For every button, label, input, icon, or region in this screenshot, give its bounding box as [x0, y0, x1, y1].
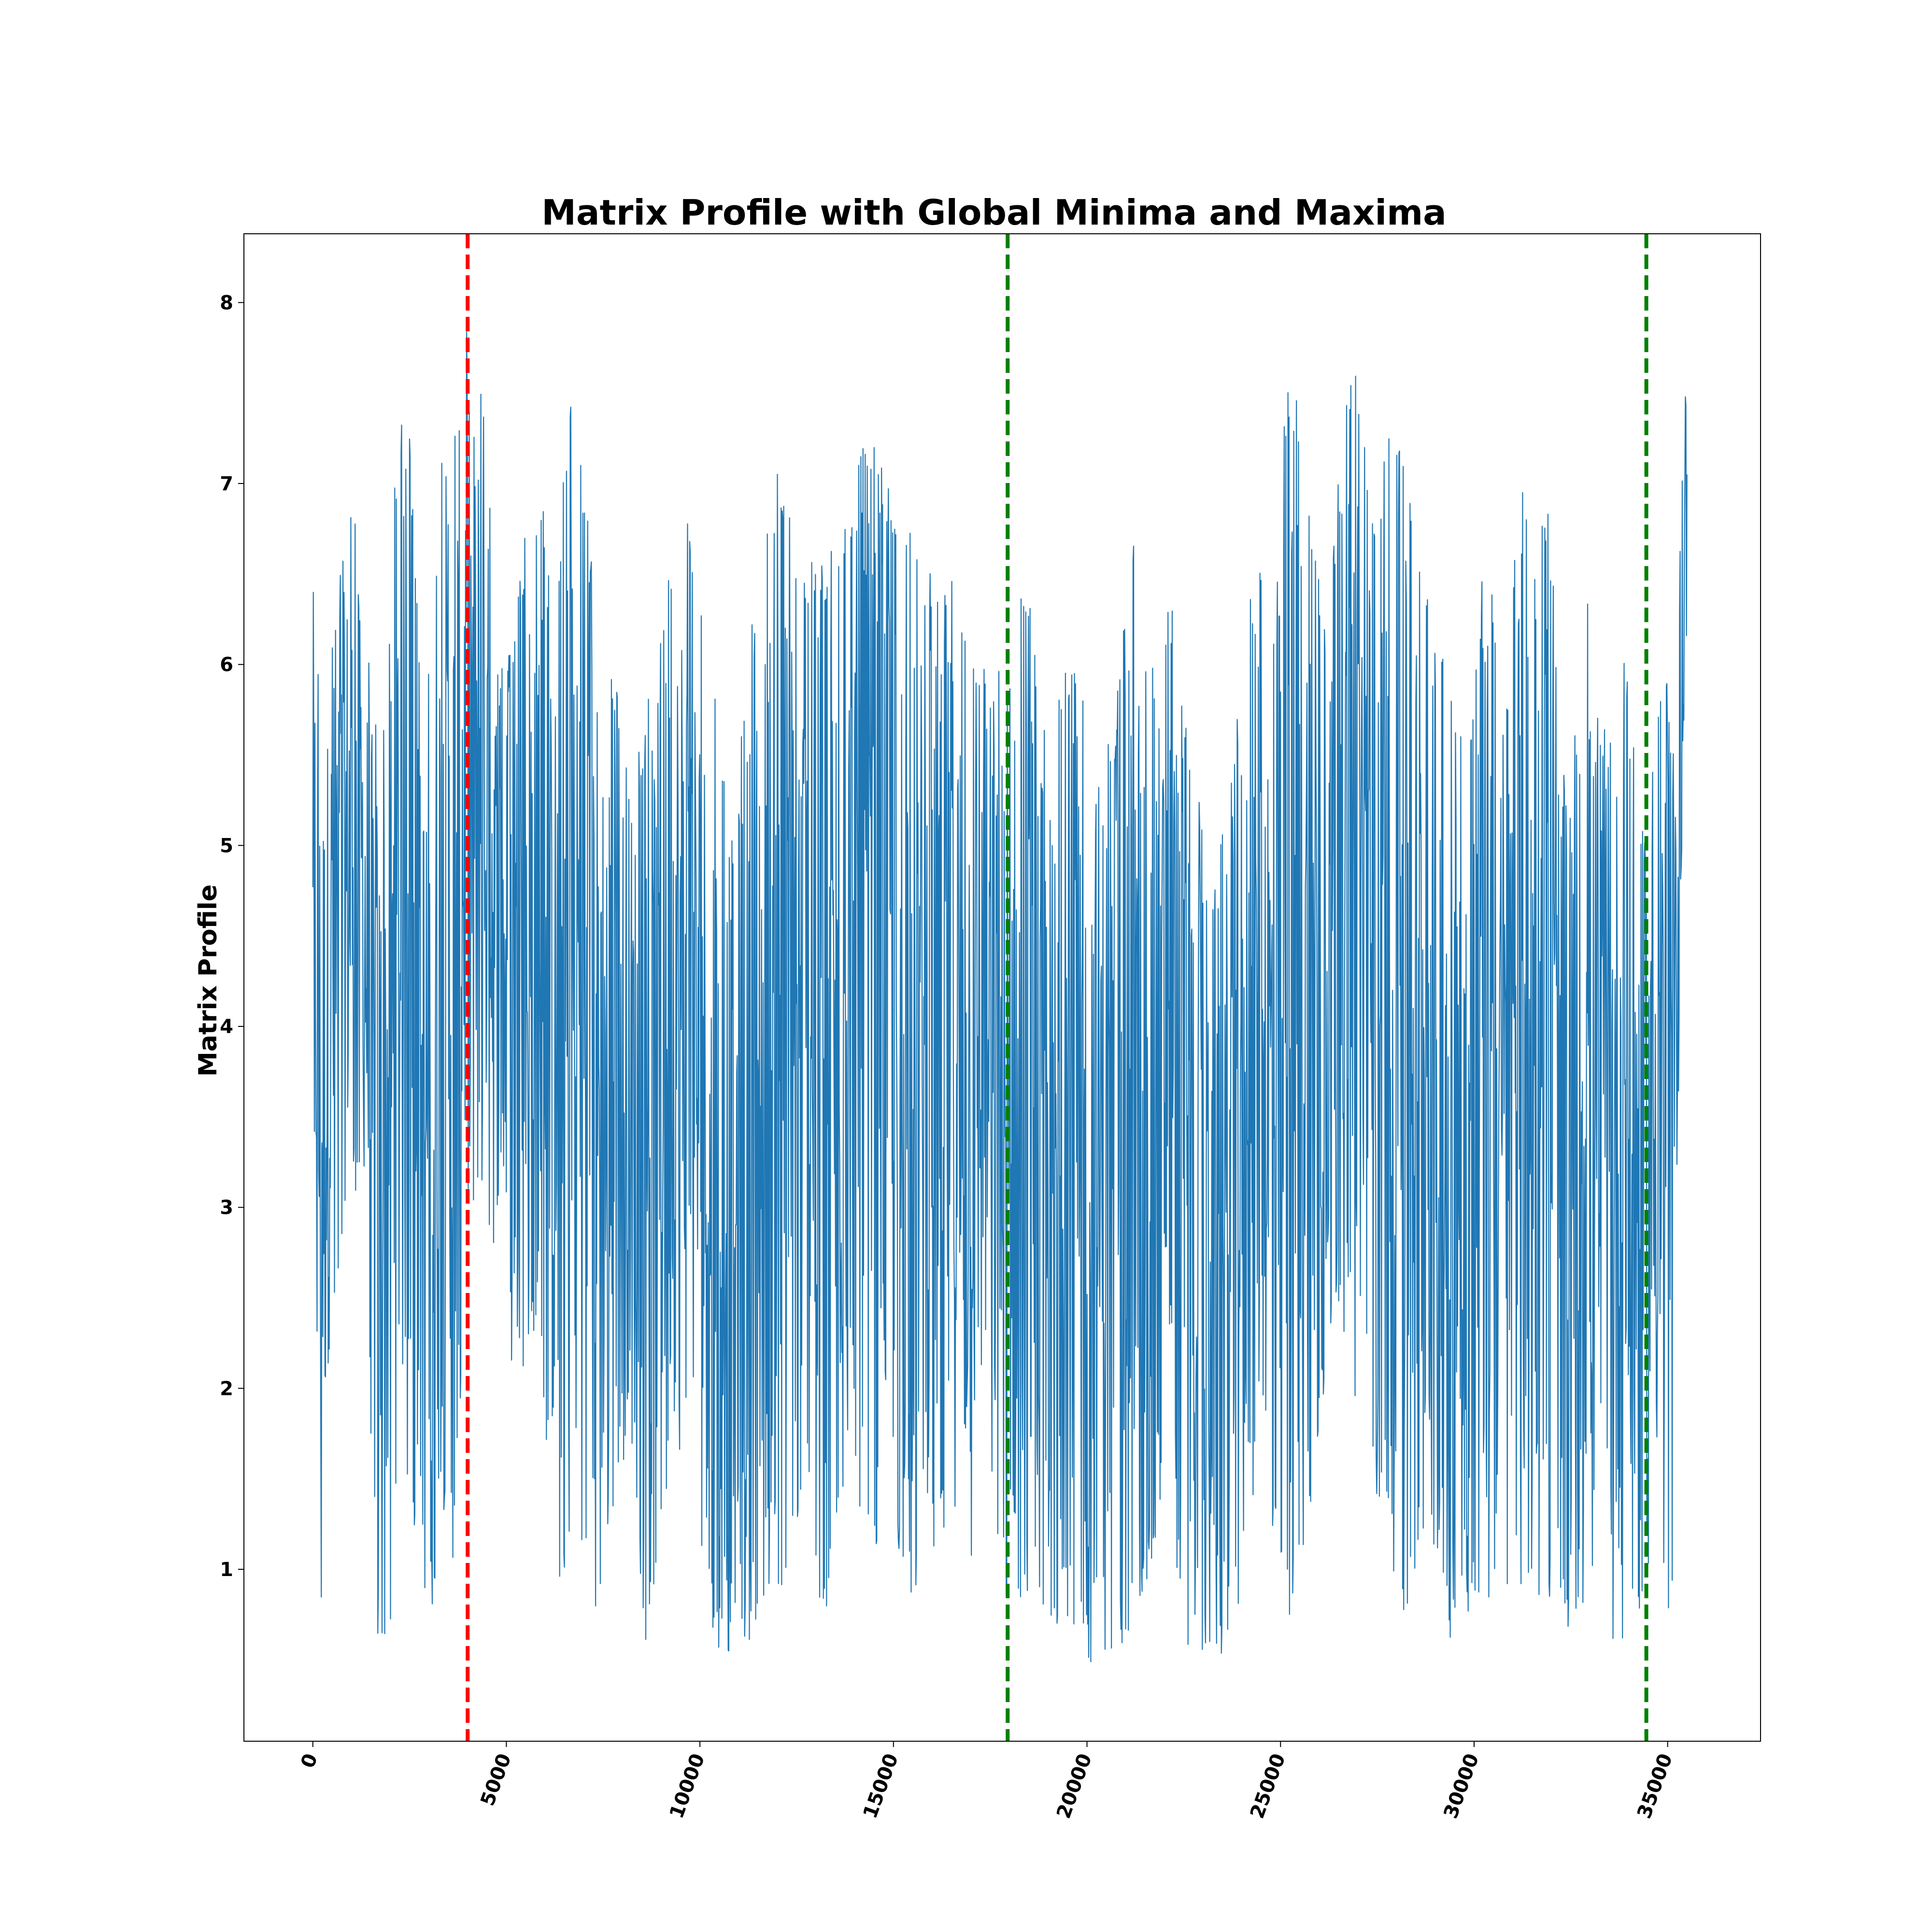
plot-area: 1 2 3 4 5 6 7 8 0 5000 10000 15000 20000 25000 30000 35…	[220, 233, 1761, 1822]
x-tick-label: 25000	[1246, 1751, 1290, 1822]
series-line	[312, 331, 1688, 1662]
x-tick-label: 15000	[859, 1751, 903, 1822]
y-tick-label: 5	[220, 835, 233, 857]
plot-frame	[243, 233, 1761, 1742]
y-tick-label: 2	[220, 1378, 233, 1400]
y-tick-label: 3	[220, 1197, 233, 1219]
y-axis-label: Matrix Profile	[194, 884, 223, 1077]
x-tick-label: 35000	[1633, 1751, 1677, 1822]
y-tick-label: 1	[220, 1559, 233, 1581]
y-tick-label: 7	[220, 473, 233, 495]
chart-title: Matrix Profile with Global Minima and Ma…	[541, 192, 1446, 233]
y-tick-label: 6	[220, 654, 233, 676]
y-tick-label: 4	[220, 1016, 233, 1038]
x-tick-label: 20000	[1052, 1751, 1096, 1822]
y-tick-label: 8	[220, 292, 233, 314]
x-tick-label: 5000	[476, 1751, 515, 1809]
x-tick-label: 0	[297, 1751, 322, 1771]
x-tick-label: 30000	[1440, 1751, 1484, 1822]
x-tick-label: 10000	[666, 1751, 710, 1822]
